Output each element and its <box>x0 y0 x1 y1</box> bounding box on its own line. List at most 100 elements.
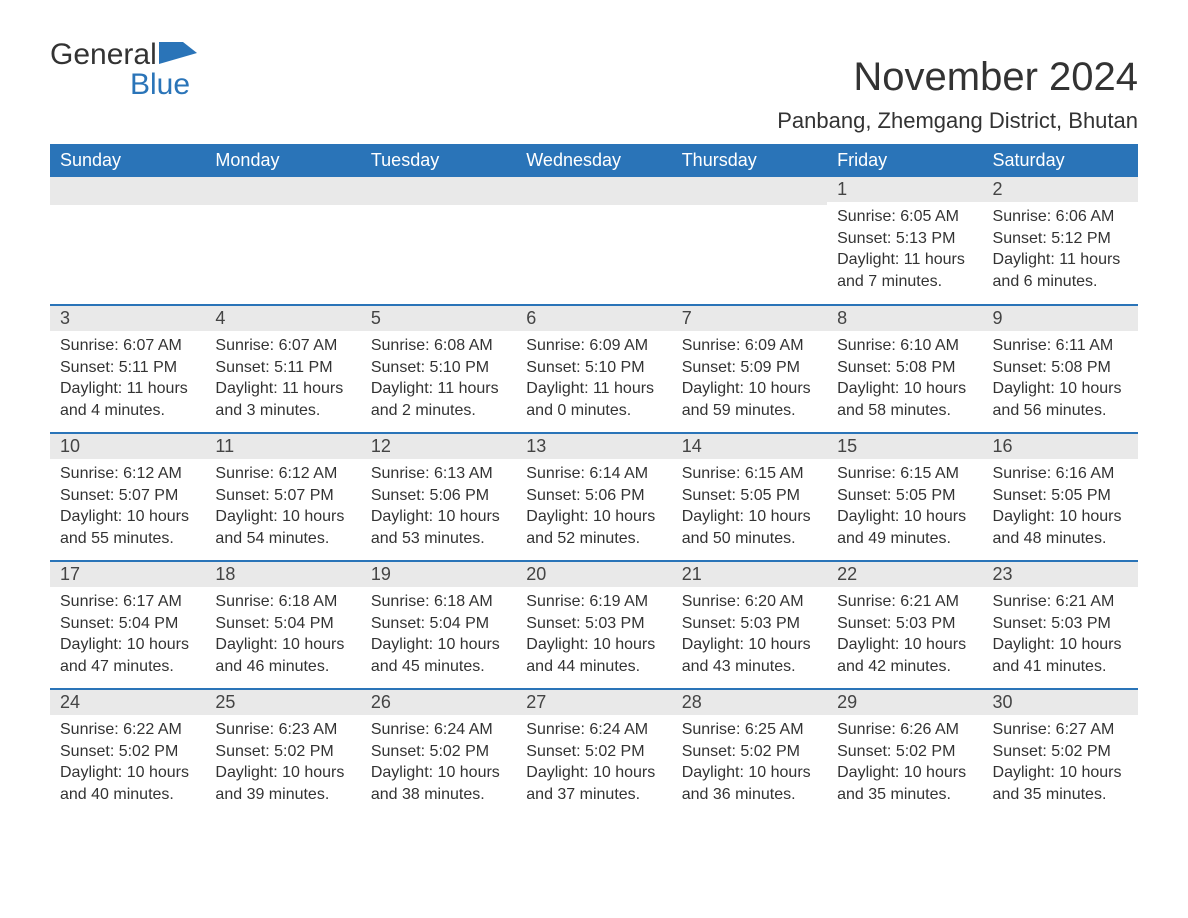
day-content: Sunrise: 6:15 AMSunset: 5:05 PMDaylight:… <box>827 459 982 557</box>
day-content: Sunrise: 6:27 AMSunset: 5:02 PMDaylight:… <box>983 715 1138 813</box>
sunrise-text: Sunrise: 6:25 AM <box>682 719 817 741</box>
page-header: General Blue November 2024 <box>50 40 1138 100</box>
sunset-text: Sunset: 5:08 PM <box>837 357 972 379</box>
daylight-text: Daylight: 11 hours and 6 minutes. <box>993 249 1128 292</box>
calendar-cell: 14Sunrise: 6:15 AMSunset: 5:05 PMDayligh… <box>672 433 827 561</box>
day-number: 23 <box>983 562 1138 587</box>
day-header: Sunday <box>50 144 205 177</box>
sunrise-text: Sunrise: 6:12 AM <box>60 463 195 485</box>
calendar-cell: 22Sunrise: 6:21 AMSunset: 5:03 PMDayligh… <box>827 561 982 689</box>
sunrise-text: Sunrise: 6:18 AM <box>215 591 350 613</box>
calendar-cell: 2Sunrise: 6:06 AMSunset: 5:12 PMDaylight… <box>983 177 1138 305</box>
day-content: Sunrise: 6:09 AMSunset: 5:10 PMDaylight:… <box>516 331 671 429</box>
sunset-text: Sunset: 5:06 PM <box>371 485 506 507</box>
calendar-week: 10Sunrise: 6:12 AMSunset: 5:07 PMDayligh… <box>50 433 1138 561</box>
daylight-text: Daylight: 10 hours and 53 minutes. <box>371 506 506 549</box>
sunset-text: Sunset: 5:03 PM <box>993 613 1128 635</box>
day-number: 7 <box>672 306 827 331</box>
day-number-bar-empty <box>50 177 205 205</box>
day-header: Monday <box>205 144 360 177</box>
month-title: November 2024 <box>853 55 1138 100</box>
sunset-text: Sunset: 5:12 PM <box>993 228 1128 250</box>
day-number-bar-empty <box>672 177 827 205</box>
day-content: Sunrise: 6:23 AMSunset: 5:02 PMDaylight:… <box>205 715 360 813</box>
daylight-text: Daylight: 10 hours and 42 minutes. <box>837 634 972 677</box>
day-number: 11 <box>205 434 360 459</box>
day-number: 1 <box>827 177 982 202</box>
daylight-text: Daylight: 10 hours and 41 minutes. <box>993 634 1128 677</box>
daylight-text: Daylight: 10 hours and 50 minutes. <box>682 506 817 549</box>
sunset-text: Sunset: 5:02 PM <box>215 741 350 763</box>
day-number: 19 <box>361 562 516 587</box>
daylight-text: Daylight: 10 hours and 58 minutes. <box>837 378 972 421</box>
day-number-bar-empty <box>516 177 671 205</box>
day-number: 12 <box>361 434 516 459</box>
daylight-text: Daylight: 11 hours and 0 minutes. <box>526 378 661 421</box>
daylight-text: Daylight: 10 hours and 35 minutes. <box>993 762 1128 805</box>
sunset-text: Sunset: 5:10 PM <box>371 357 506 379</box>
sunrise-text: Sunrise: 6:07 AM <box>215 335 350 357</box>
calendar-cell: 19Sunrise: 6:18 AMSunset: 5:04 PMDayligh… <box>361 561 516 689</box>
daylight-text: Daylight: 10 hours and 38 minutes. <box>371 762 506 805</box>
daylight-text: Daylight: 10 hours and 44 minutes. <box>526 634 661 677</box>
sunset-text: Sunset: 5:11 PM <box>60 357 195 379</box>
daylight-text: Daylight: 10 hours and 59 minutes. <box>682 378 817 421</box>
sunset-text: Sunset: 5:04 PM <box>371 613 506 635</box>
sunset-text: Sunset: 5:04 PM <box>215 613 350 635</box>
calendar-week: 1Sunrise: 6:05 AMSunset: 5:13 PMDaylight… <box>50 177 1138 305</box>
sunset-text: Sunset: 5:10 PM <box>526 357 661 379</box>
sunset-text: Sunset: 5:05 PM <box>837 485 972 507</box>
day-content: Sunrise: 6:12 AMSunset: 5:07 PMDaylight:… <box>50 459 205 557</box>
day-header: Wednesday <box>516 144 671 177</box>
day-content: Sunrise: 6:06 AMSunset: 5:12 PMDaylight:… <box>983 202 1138 300</box>
day-content: Sunrise: 6:21 AMSunset: 5:03 PMDaylight:… <box>827 587 982 685</box>
day-header: Thursday <box>672 144 827 177</box>
day-content: Sunrise: 6:10 AMSunset: 5:08 PMDaylight:… <box>827 331 982 429</box>
day-number: 10 <box>50 434 205 459</box>
location-label: Panbang, Zhemgang District, Bhutan <box>50 108 1138 134</box>
day-number: 9 <box>983 306 1138 331</box>
sunset-text: Sunset: 5:08 PM <box>993 357 1128 379</box>
daylight-text: Daylight: 10 hours and 37 minutes. <box>526 762 661 805</box>
calendar-cell <box>205 177 360 305</box>
day-number: 29 <box>827 690 982 715</box>
calendar-cell <box>516 177 671 305</box>
day-content: Sunrise: 6:26 AMSunset: 5:02 PMDaylight:… <box>827 715 982 813</box>
calendar-week: 3Sunrise: 6:07 AMSunset: 5:11 PMDaylight… <box>50 305 1138 433</box>
day-content: Sunrise: 6:16 AMSunset: 5:05 PMDaylight:… <box>983 459 1138 557</box>
calendar-cell: 20Sunrise: 6:19 AMSunset: 5:03 PMDayligh… <box>516 561 671 689</box>
day-number: 20 <box>516 562 671 587</box>
title-block: November 2024 <box>853 55 1138 100</box>
calendar-cell: 26Sunrise: 6:24 AMSunset: 5:02 PMDayligh… <box>361 689 516 817</box>
day-number: 4 <box>205 306 360 331</box>
calendar-cell: 11Sunrise: 6:12 AMSunset: 5:07 PMDayligh… <box>205 433 360 561</box>
sunrise-text: Sunrise: 6:24 AM <box>526 719 661 741</box>
calendar-cell: 30Sunrise: 6:27 AMSunset: 5:02 PMDayligh… <box>983 689 1138 817</box>
calendar-cell: 3Sunrise: 6:07 AMSunset: 5:11 PMDaylight… <box>50 305 205 433</box>
sunrise-text: Sunrise: 6:17 AM <box>60 591 195 613</box>
calendar-cell: 8Sunrise: 6:10 AMSunset: 5:08 PMDaylight… <box>827 305 982 433</box>
daylight-text: Daylight: 10 hours and 55 minutes. <box>60 506 195 549</box>
daylight-text: Daylight: 10 hours and 48 minutes. <box>993 506 1128 549</box>
day-content: Sunrise: 6:18 AMSunset: 5:04 PMDaylight:… <box>361 587 516 685</box>
sunset-text: Sunset: 5:05 PM <box>682 485 817 507</box>
sunrise-text: Sunrise: 6:15 AM <box>837 463 972 485</box>
calendar-cell: 27Sunrise: 6:24 AMSunset: 5:02 PMDayligh… <box>516 689 671 817</box>
day-content: Sunrise: 6:18 AMSunset: 5:04 PMDaylight:… <box>205 587 360 685</box>
day-number: 8 <box>827 306 982 331</box>
calendar-cell: 15Sunrise: 6:15 AMSunset: 5:05 PMDayligh… <box>827 433 982 561</box>
sunrise-text: Sunrise: 6:21 AM <box>837 591 972 613</box>
day-number: 14 <box>672 434 827 459</box>
day-number: 25 <box>205 690 360 715</box>
sunset-text: Sunset: 5:02 PM <box>371 741 506 763</box>
calendar-cell: 29Sunrise: 6:26 AMSunset: 5:02 PMDayligh… <box>827 689 982 817</box>
calendar-cell <box>50 177 205 305</box>
daylight-text: Daylight: 10 hours and 52 minutes. <box>526 506 661 549</box>
day-number: 5 <box>361 306 516 331</box>
logo-text-2: Blue <box>50 70 190 100</box>
sunset-text: Sunset: 5:06 PM <box>526 485 661 507</box>
calendar-cell: 7Sunrise: 6:09 AMSunset: 5:09 PMDaylight… <box>672 305 827 433</box>
day-content: Sunrise: 6:13 AMSunset: 5:06 PMDaylight:… <box>361 459 516 557</box>
calendar-cell: 16Sunrise: 6:16 AMSunset: 5:05 PMDayligh… <box>983 433 1138 561</box>
logo: General Blue <box>50 40 197 100</box>
